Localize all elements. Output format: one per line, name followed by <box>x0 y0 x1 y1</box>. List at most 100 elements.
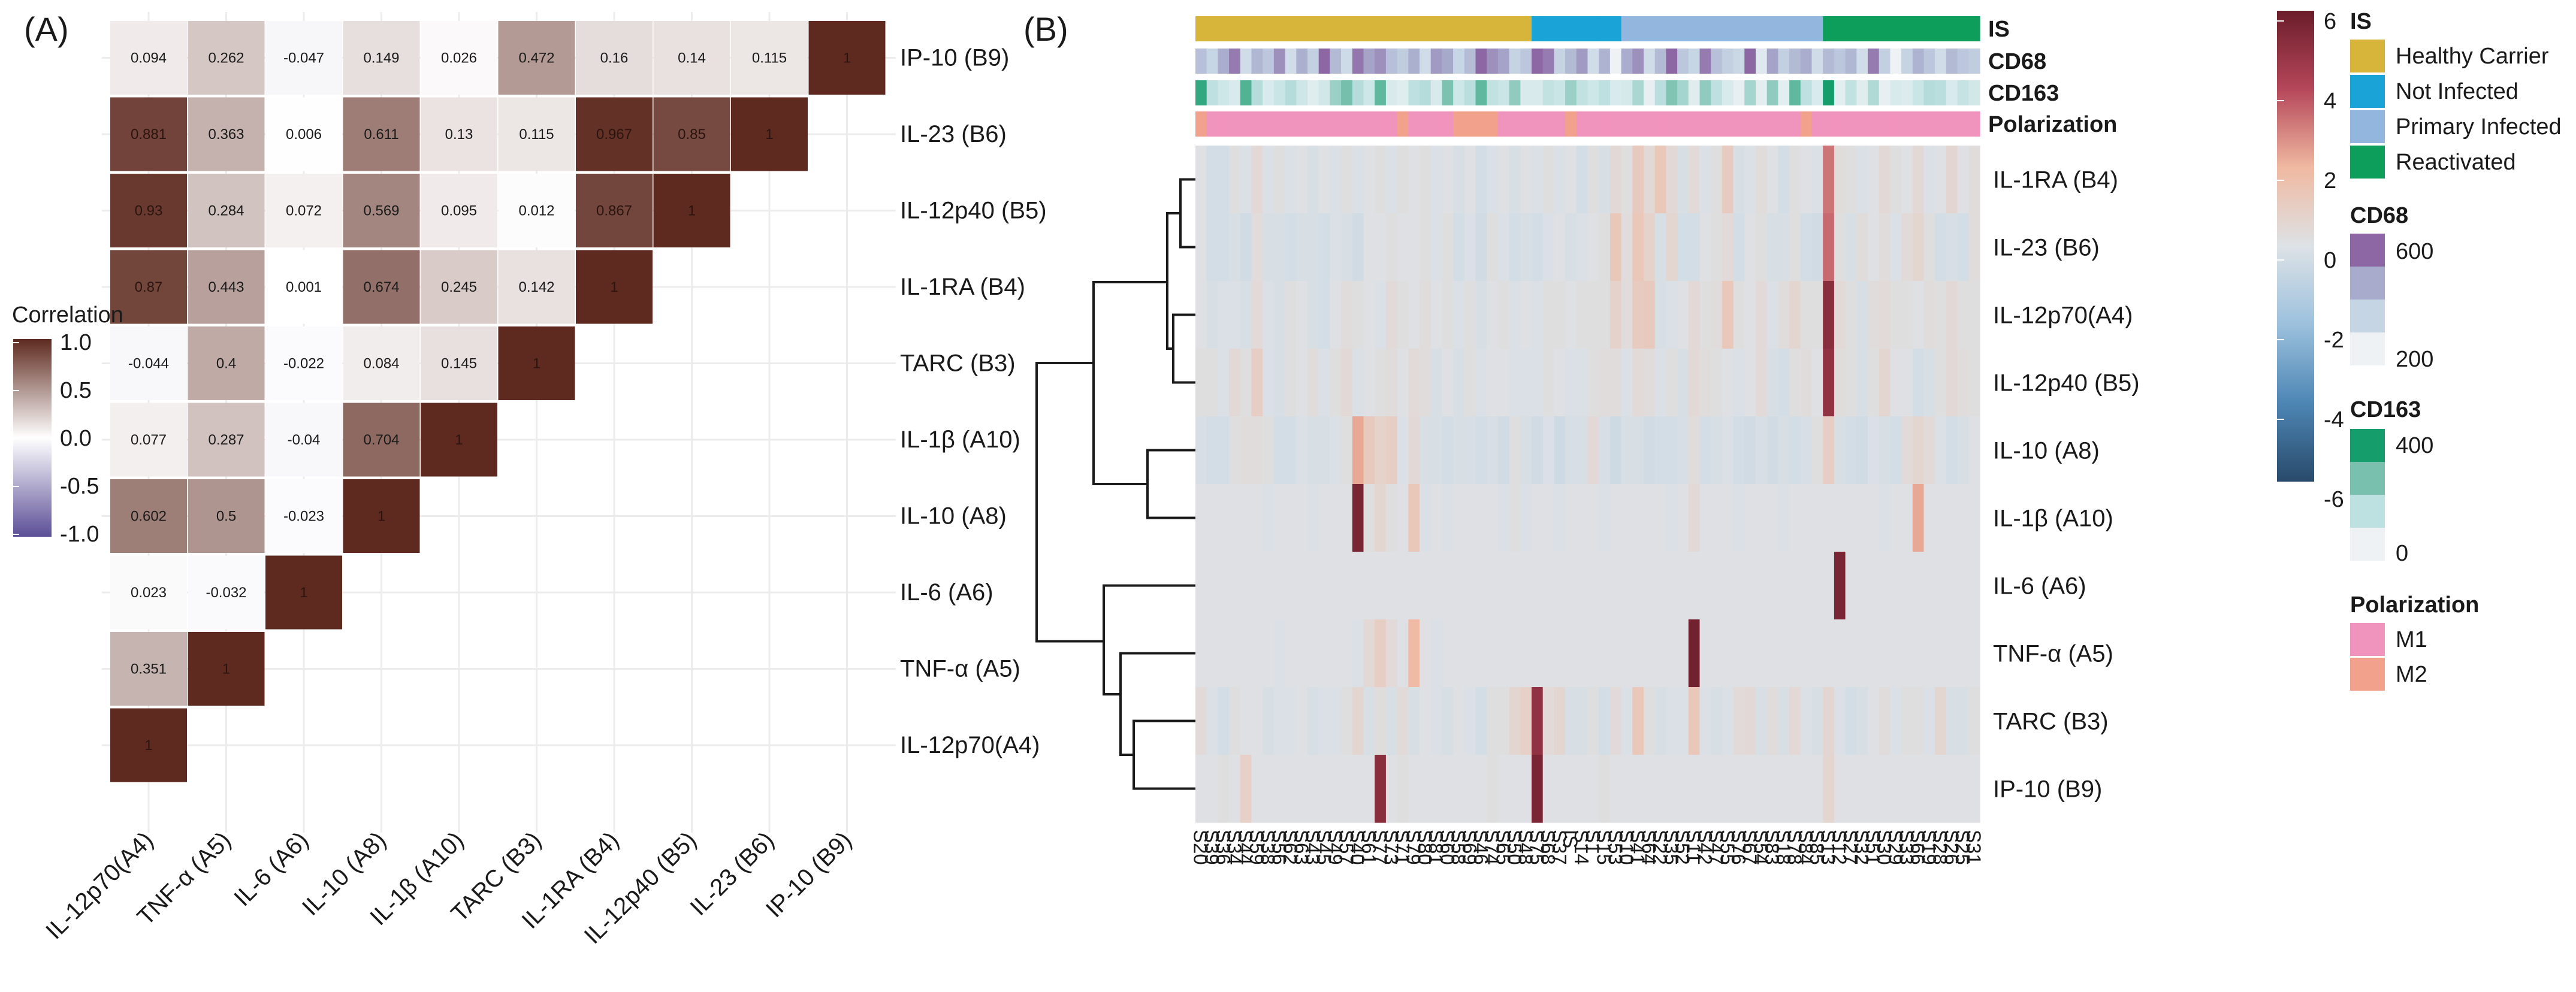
corr-cell <box>188 97 265 171</box>
heat-cell <box>1711 687 1723 755</box>
heat-cell <box>1957 552 1969 620</box>
heat-col-label: S13 <box>1817 830 1840 865</box>
heat-cell <box>1935 146 1947 214</box>
annotation-cell-cd163 <box>1912 80 1925 105</box>
annotation-cell-polarization <box>1621 111 1633 137</box>
annotation-cell-polarization <box>1352 111 1364 137</box>
annotation-cell-cd163 <box>1868 80 1880 105</box>
annotation-cell-is <box>1352 16 1364 41</box>
heat-cell <box>1341 484 1353 552</box>
heat-cell <box>1408 213 1420 282</box>
heat-cell <box>1946 146 1958 214</box>
annotation-cell-cd68 <box>1688 49 1701 74</box>
annotation-cell-polarization <box>1935 111 1947 137</box>
heat-cell <box>1778 213 1790 282</box>
heat-cell <box>1330 687 1342 755</box>
annotation-cell-cd163 <box>1251 80 1263 105</box>
corr-value: 0.149 <box>363 50 399 66</box>
annotation-cell-polarization <box>1229 111 1241 137</box>
is-legend-swatch <box>2350 75 2385 108</box>
heat-col-label: S52 <box>1671 830 1693 865</box>
heat-cell <box>1868 213 1880 282</box>
cd68-legend-swatch <box>2350 234 2385 267</box>
heat-cell <box>1644 619 1656 688</box>
annotation-cell-cd68 <box>1845 49 1857 74</box>
heat-cell <box>1666 687 1678 755</box>
annotation-cell-polarization <box>1800 111 1813 137</box>
heat-cell <box>1352 552 1364 620</box>
heat-cell <box>1688 552 1701 620</box>
heat-cell <box>1789 146 1801 214</box>
heat-cell <box>1654 416 1666 485</box>
heat-cell <box>1800 552 1813 620</box>
is-legend-label: Reactivated <box>2396 150 2516 175</box>
heat-cell <box>1621 755 1633 823</box>
cd68-legend-title: CD68 <box>2350 203 2408 228</box>
heat-cell <box>1240 281 1252 349</box>
heat-cell <box>1766 687 1778 755</box>
heat-cell <box>1890 416 1902 485</box>
heat-cell <box>1363 416 1375 485</box>
heat-cell <box>1475 484 1487 552</box>
heat-cell <box>1823 619 1835 688</box>
heat-cell <box>1756 619 1768 688</box>
annotation-cell-polarization <box>1542 111 1554 137</box>
annotation-cell-cd68 <box>1397 49 1409 74</box>
heat-cell <box>1756 687 1768 755</box>
heat-cell <box>1923 146 1935 214</box>
annotation-cell-polarization <box>1912 111 1925 137</box>
annotation-cell-polarization <box>1532 111 1544 137</box>
heat-cell <box>1800 484 1813 552</box>
annotation-cell-cd68 <box>1834 49 1846 74</box>
corr-value: 0.867 <box>596 203 632 219</box>
annotation-cell-cd68 <box>1756 49 1768 74</box>
heat-cell <box>1654 349 1666 417</box>
annotation-cell-is <box>1420 16 1432 41</box>
annotation-cell-cd68 <box>1554 49 1566 74</box>
dendrogram-branch <box>1179 178 1195 249</box>
heat-cell <box>1520 619 1532 688</box>
heat-row-label: IP-10 (B9) <box>1993 776 2102 803</box>
heat-cell <box>1946 416 1958 485</box>
annotation-cell-cd163 <box>1823 80 1835 105</box>
annotation-cell-is <box>1744 16 1756 41</box>
annotation-cell-is <box>1644 16 1656 41</box>
heat-cell <box>1845 281 1857 349</box>
heat-cell <box>1901 213 1913 282</box>
heat-cell <box>1599 213 1611 282</box>
heat-cell <box>1307 687 1319 755</box>
corr-cell <box>498 326 575 400</box>
annotation-cell-polarization <box>1565 111 1577 137</box>
annotation-cell-cd68 <box>1341 49 1353 74</box>
annotation-cell-is <box>1408 16 1420 41</box>
corr-value: -0.04 <box>288 432 321 448</box>
heat-cell <box>1363 349 1375 417</box>
dendrogram-branch <box>1146 449 1195 519</box>
heat-row-label: TNF-α (A5) <box>1993 641 2113 667</box>
heat-cell <box>1935 687 1947 755</box>
heat-cell <box>1621 552 1633 620</box>
heat-cell <box>1307 213 1319 282</box>
corr-cell <box>110 174 187 247</box>
annotation-cell-cd163 <box>1296 80 1308 105</box>
corr-value: 0.095 <box>441 203 477 219</box>
heat-cell <box>1968 146 1980 214</box>
value-scale-tick: 0 <box>2324 248 2336 273</box>
corr-value: 1 <box>843 50 851 66</box>
corr-cell <box>653 97 730 171</box>
heat-cell <box>1385 619 1398 688</box>
annotation-cell-is <box>1385 16 1398 41</box>
heat-cell <box>1644 416 1656 485</box>
heat-cell <box>1385 552 1398 620</box>
corr-cell <box>188 326 265 400</box>
annotation-cell-polarization <box>1789 111 1801 137</box>
corr-cell <box>265 555 342 630</box>
heat-cell <box>1811 281 1823 349</box>
heat-col-label: S1 <box>1582 830 1604 854</box>
annotation-cell-is <box>1946 16 1958 41</box>
heat-cell <box>1475 146 1487 214</box>
corr-value: 0.704 <box>363 432 399 448</box>
corr-row-label: IL-12p40 (B5) <box>900 198 1047 224</box>
heat-cell <box>1296 281 1308 349</box>
annotation-cell-cd68 <box>1823 49 1835 74</box>
